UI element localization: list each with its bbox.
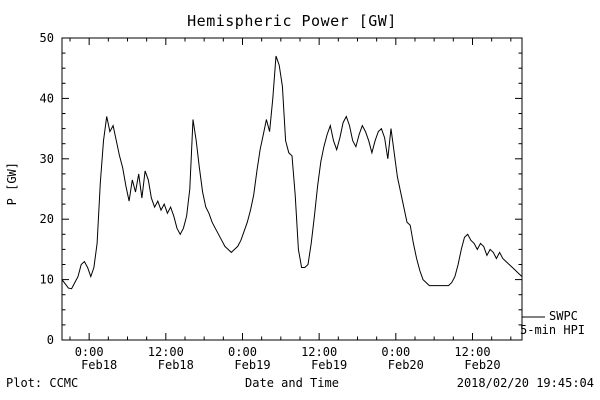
plot-frame (61, 37, 523, 341)
x-tick-time: 0:00 (381, 345, 410, 359)
x-tick-date: Feb18 (81, 358, 117, 372)
x-tick-date: Feb20 (388, 358, 424, 372)
y-tick-label: 10 (40, 273, 54, 287)
legend-series-type: 5-min HPI (520, 323, 586, 337)
y-tick-label: 0 (47, 333, 54, 347)
y-axis-label: P [GW] (5, 162, 19, 206)
y-tick-label: 30 (40, 152, 54, 166)
x-tick-date: Feb19 (234, 358, 270, 372)
legend-series-name: SWPC (549, 309, 578, 323)
x-axis-label: Date and Time (245, 376, 339, 390)
x-tick-time: 12:00 (148, 345, 184, 359)
x-tick-time: 0:00 (75, 345, 104, 359)
footer-plot-source: Plot: CCMC (6, 376, 79, 390)
x-tick-time: 12:00 (301, 345, 337, 359)
x-tick-date: Feb18 (158, 358, 194, 372)
y-tick-label: 50 (40, 31, 54, 45)
hpi-line (61, 55, 523, 290)
x-tick-time: 12:00 (454, 345, 490, 359)
y-tick-label: 20 (40, 212, 54, 226)
axis-tick-labels: 010203040500:00Feb1812:00Feb180:00Feb191… (40, 31, 501, 372)
x-tick-date: Feb20 (464, 358, 500, 372)
data-series (61, 55, 523, 290)
footer-timestamp: 2018/02/20 19:45:04 (456, 376, 594, 390)
x-tick-time: 0:00 (228, 345, 257, 359)
chart-title: Hemispheric Power [GW] (187, 12, 397, 30)
x-tick-date: Feb19 (311, 358, 347, 372)
y-tick-label: 40 (40, 91, 54, 105)
